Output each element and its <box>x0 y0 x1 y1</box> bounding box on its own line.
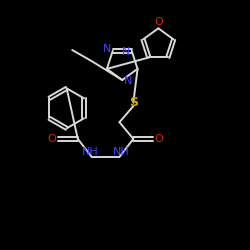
Text: O: O <box>154 134 163 144</box>
Text: NH: NH <box>112 147 129 157</box>
Text: N: N <box>124 76 132 86</box>
Text: O: O <box>154 17 163 27</box>
Text: S: S <box>129 96 138 109</box>
Text: N: N <box>122 47 130 57</box>
Text: N: N <box>103 44 112 54</box>
Text: O: O <box>48 134 56 144</box>
Text: NH: NH <box>82 147 99 157</box>
